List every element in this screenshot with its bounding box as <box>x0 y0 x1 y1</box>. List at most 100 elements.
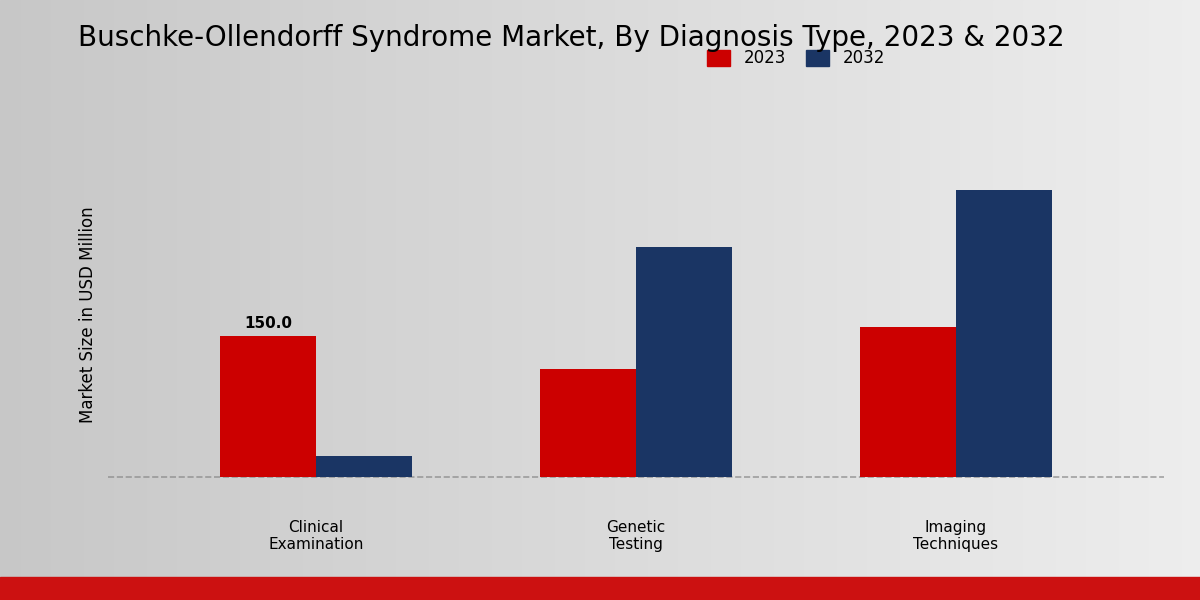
Bar <box>940 0 942 600</box>
Bar <box>876 0 880 600</box>
Bar <box>810 0 814 600</box>
Bar <box>120 0 122 600</box>
Bar <box>412 0 414 600</box>
Bar <box>866 0 870 600</box>
Bar <box>658 0 660 600</box>
Bar <box>878 0 882 600</box>
Bar <box>1116 0 1120 600</box>
Bar <box>230 0 234 600</box>
Bar <box>696 0 700 600</box>
Bar <box>298 0 300 600</box>
Bar <box>888 0 892 600</box>
Bar <box>18 0 22 600</box>
Bar <box>202 0 204 600</box>
Bar <box>394 0 396 600</box>
Bar <box>398 0 402 600</box>
Bar <box>48 0 50 600</box>
Bar <box>198 0 202 600</box>
Bar <box>628 0 630 600</box>
Bar <box>130 0 132 600</box>
Bar <box>568 0 570 600</box>
Bar <box>990 0 994 600</box>
Bar <box>898 0 900 600</box>
Bar <box>714 0 718 600</box>
Bar <box>420 0 424 600</box>
Bar <box>580 0 582 600</box>
Bar <box>1140 0 1142 600</box>
Bar <box>808 0 810 600</box>
Bar <box>1146 0 1150 600</box>
Bar <box>466 0 468 600</box>
Bar <box>1176 0 1178 600</box>
Bar <box>708 0 712 600</box>
Bar <box>166 0 168 600</box>
Bar <box>88 0 90 600</box>
Bar <box>1092 0 1096 600</box>
Bar <box>1188 0 1190 600</box>
Bar <box>1050 0 1054 600</box>
Bar <box>682 0 684 600</box>
Bar <box>822 0 826 600</box>
Bar <box>148 0 150 600</box>
Bar <box>978 0 982 600</box>
Bar <box>514 0 516 600</box>
Bar <box>646 0 648 600</box>
Bar <box>1096 0 1098 600</box>
Bar <box>2 0 6 600</box>
Bar <box>598 0 600 600</box>
Bar <box>1138 0 1140 600</box>
Bar <box>214 0 216 600</box>
Bar <box>786 0 790 600</box>
Bar <box>66 0 70 600</box>
Bar <box>178 0 180 600</box>
Bar <box>928 0 930 600</box>
Bar <box>618 0 622 600</box>
Bar <box>302 0 306 600</box>
Bar <box>734 0 738 600</box>
Bar <box>480 0 482 600</box>
Bar <box>1178 0 1182 600</box>
Bar <box>474 0 478 600</box>
Bar <box>958 0 960 600</box>
Bar <box>602 0 606 600</box>
Bar <box>622 0 624 600</box>
Bar <box>624 0 626 600</box>
Bar <box>1072 0 1074 600</box>
Bar <box>286 0 288 600</box>
Bar <box>540 369 636 477</box>
Bar <box>216 0 220 600</box>
Bar <box>636 247 732 477</box>
Bar <box>1018 0 1020 600</box>
Bar <box>756 0 758 600</box>
Bar <box>818 0 822 600</box>
Bar <box>1134 0 1138 600</box>
Bar <box>250 0 252 600</box>
Bar <box>1108 0 1110 600</box>
Bar <box>738 0 742 600</box>
Bar <box>470 0 474 600</box>
Bar <box>1044 0 1046 600</box>
Bar <box>352 0 354 600</box>
Bar <box>994 0 996 600</box>
Bar <box>768 0 770 600</box>
Bar <box>1038 0 1042 600</box>
Bar <box>796 0 798 600</box>
Bar <box>1198 0 1200 600</box>
Bar <box>910 0 912 600</box>
Bar <box>744 0 748 600</box>
Bar <box>46 0 48 600</box>
Bar <box>382 0 384 600</box>
Bar <box>918 0 922 600</box>
Bar <box>964 0 966 600</box>
Bar <box>654 0 658 600</box>
Bar <box>310 0 312 600</box>
Bar <box>484 0 486 600</box>
Bar <box>1042 0 1044 600</box>
Y-axis label: Market Size in USD Million: Market Size in USD Million <box>79 206 97 424</box>
Bar <box>408 0 412 600</box>
Bar <box>270 0 274 600</box>
Bar <box>162 0 166 600</box>
Bar <box>122 0 126 600</box>
Bar <box>838 0 840 600</box>
Bar <box>834 0 838 600</box>
